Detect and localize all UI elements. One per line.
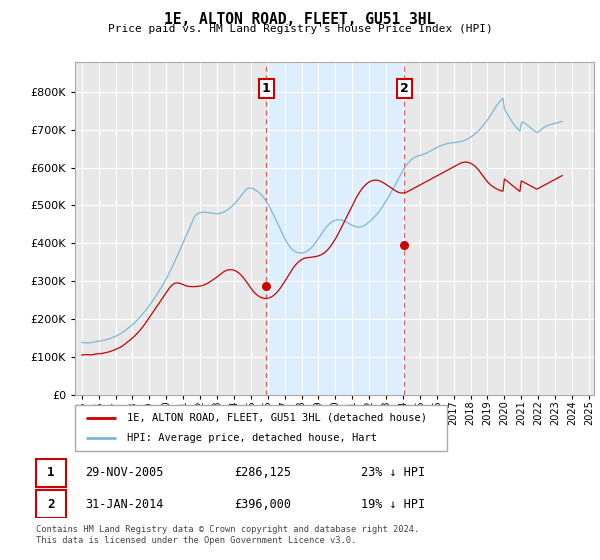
FancyBboxPatch shape (75, 405, 447, 451)
Text: HPI: Average price, detached house, Hart: HPI: Average price, detached house, Hart (127, 433, 377, 443)
Text: 1: 1 (47, 466, 55, 479)
Text: Price paid vs. HM Land Registry's House Price Index (HPI): Price paid vs. HM Land Registry's House … (107, 24, 493, 34)
Text: 1: 1 (262, 82, 271, 95)
Text: £286,125: £286,125 (234, 466, 291, 479)
FancyBboxPatch shape (35, 491, 66, 518)
Bar (266, 62, 404, 395)
Text: 19% ↓ HPI: 19% ↓ HPI (361, 498, 425, 511)
Text: 1E, ALTON ROAD, FLEET, GU51 3HL (detached house): 1E, ALTON ROAD, FLEET, GU51 3HL (detache… (127, 413, 427, 423)
Text: 23% ↓ HPI: 23% ↓ HPI (361, 466, 425, 479)
Text: 29-NOV-2005: 29-NOV-2005 (85, 466, 164, 479)
Text: 2: 2 (400, 82, 409, 95)
Text: 1E, ALTON ROAD, FLEET, GU51 3HL: 1E, ALTON ROAD, FLEET, GU51 3HL (164, 12, 436, 27)
Point (400, 240, 409, 249)
Text: 2: 2 (47, 498, 55, 511)
Text: 31-JAN-2014: 31-JAN-2014 (85, 498, 164, 511)
FancyBboxPatch shape (35, 459, 66, 487)
Text: Contains HM Land Registry data © Crown copyright and database right 2024.
This d: Contains HM Land Registry data © Crown c… (36, 525, 419, 545)
Text: £396,000: £396,000 (234, 498, 291, 511)
Point (262, 282, 271, 291)
